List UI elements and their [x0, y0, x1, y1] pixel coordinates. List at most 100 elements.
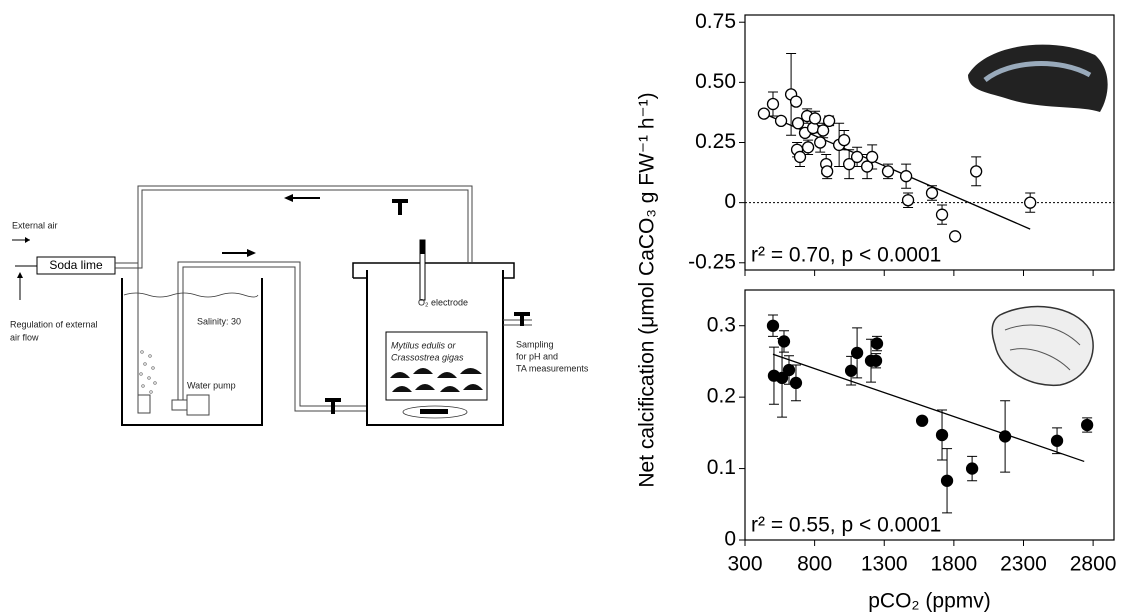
data-point [850, 346, 864, 360]
pump-intake [171, 399, 188, 411]
data-point [782, 363, 796, 377]
y-tick-label: 0 [724, 190, 736, 213]
data-point [757, 107, 771, 120]
data-point [870, 337, 884, 350]
soda-lime-box [36, 256, 116, 275]
data-point [965, 462, 979, 475]
data-point [1024, 196, 1037, 209]
y-tick-label: 0 [724, 528, 736, 551]
sampling-label: for pH and [516, 351, 558, 361]
y-tick-label: 0.25 [695, 130, 736, 153]
data-point [998, 430, 1012, 443]
arrow-head [25, 237, 30, 243]
y-tick-label: -0.25 [688, 250, 736, 273]
sampling-label: Sampling [516, 339, 554, 349]
data-point [899, 170, 913, 183]
species-label: Crassostrea gigas [391, 352, 464, 362]
data-point [860, 160, 874, 173]
data-point [865, 150, 879, 164]
y-tick-label: 0.75 [695, 10, 736, 33]
data-point [940, 474, 954, 487]
water-surface [123, 292, 259, 298]
stir-bar [420, 409, 448, 414]
data-point [816, 124, 830, 137]
data-point [789, 95, 803, 108]
mussel-illustration [968, 44, 1108, 112]
external-air-label: External air [12, 220, 58, 230]
annotation: r² = 0.55, p < 0.0001 [751, 514, 941, 537]
regulation-label: Regulation of external [10, 319, 98, 329]
data-point [793, 150, 807, 164]
data-point [821, 165, 834, 178]
data-point [808, 112, 822, 125]
arrow-head [17, 272, 23, 278]
valve [325, 398, 341, 414]
air-stone [137, 394, 151, 414]
data-point [844, 364, 858, 377]
y-tick-label: 0.50 [695, 70, 736, 93]
data-point [925, 186, 939, 200]
data-point [775, 371, 789, 385]
valve [514, 312, 530, 326]
x-tick-label: 2300 [1000, 553, 1047, 576]
soda-lime-label: Soda lime [49, 258, 103, 272]
data-point [843, 158, 856, 171]
animals [390, 368, 483, 392]
apparatus-diagram: External air Soda lime Regulation of ext… [10, 185, 589, 426]
electrode-label: O₂ electrode [418, 297, 468, 307]
data-point [789, 376, 803, 390]
data-point [766, 97, 780, 111]
data-point [969, 165, 983, 178]
data-point [915, 414, 929, 427]
oyster-illustration [991, 305, 1094, 387]
data-point [935, 428, 949, 442]
data-point [881, 165, 895, 178]
x-axis-label: pCO₂ (ppmv) [868, 590, 991, 613]
water-pump [186, 394, 210, 416]
data-point [1080, 418, 1094, 432]
sampling-label: TA measurements [516, 363, 589, 373]
salinity-label: Salinity: 30 [197, 316, 241, 326]
o2-electrode-cap [420, 240, 425, 254]
data-point [1050, 434, 1064, 447]
species-label: Mytilus edulis or [391, 340, 457, 350]
data-point [850, 150, 864, 164]
stir-motion [402, 405, 468, 419]
y-tick-label: 0.1 [707, 456, 736, 479]
oyster-ridges [1004, 324, 1081, 371]
x-tick-label: 1300 [861, 553, 908, 576]
seawater-tank [121, 278, 263, 426]
data-point [837, 133, 851, 147]
data-point [948, 230, 962, 243]
data-point [774, 114, 788, 127]
fit-line [772, 353, 1085, 463]
data-point [935, 208, 949, 221]
plot-frame [744, 289, 1115, 541]
data-point [901, 194, 915, 207]
x-tick-label: 1800 [931, 553, 978, 576]
arrow-head [247, 249, 256, 257]
data-point [814, 136, 827, 149]
data-point [766, 319, 780, 332]
annotation: r² = 0.70, p < 0.0001 [751, 244, 941, 267]
valve [392, 199, 408, 215]
water-pump-label: Water pump [187, 380, 236, 390]
shell-illustrations [968, 44, 1108, 387]
chamber [366, 270, 504, 426]
mussel-shine [983, 61, 1092, 83]
data-point [869, 354, 883, 367]
data-point [791, 117, 805, 130]
y-tick-label: 0.2 [707, 385, 736, 408]
data-point [801, 141, 815, 154]
x-tick-label: 300 [727, 553, 762, 576]
y-tick-label: 0.3 [707, 313, 736, 336]
data-point [822, 114, 836, 127]
y-axis-label: Net calcification (μmol CaCO₃ g FW⁻¹ h⁻¹… [636, 92, 659, 487]
regulation-label: air flow [10, 332, 39, 342]
arrow-head [284, 194, 293, 202]
x-tick-label: 800 [797, 553, 832, 576]
data-point [777, 335, 791, 348]
chamber-lid [352, 262, 515, 279]
bubbles [139, 350, 157, 394]
